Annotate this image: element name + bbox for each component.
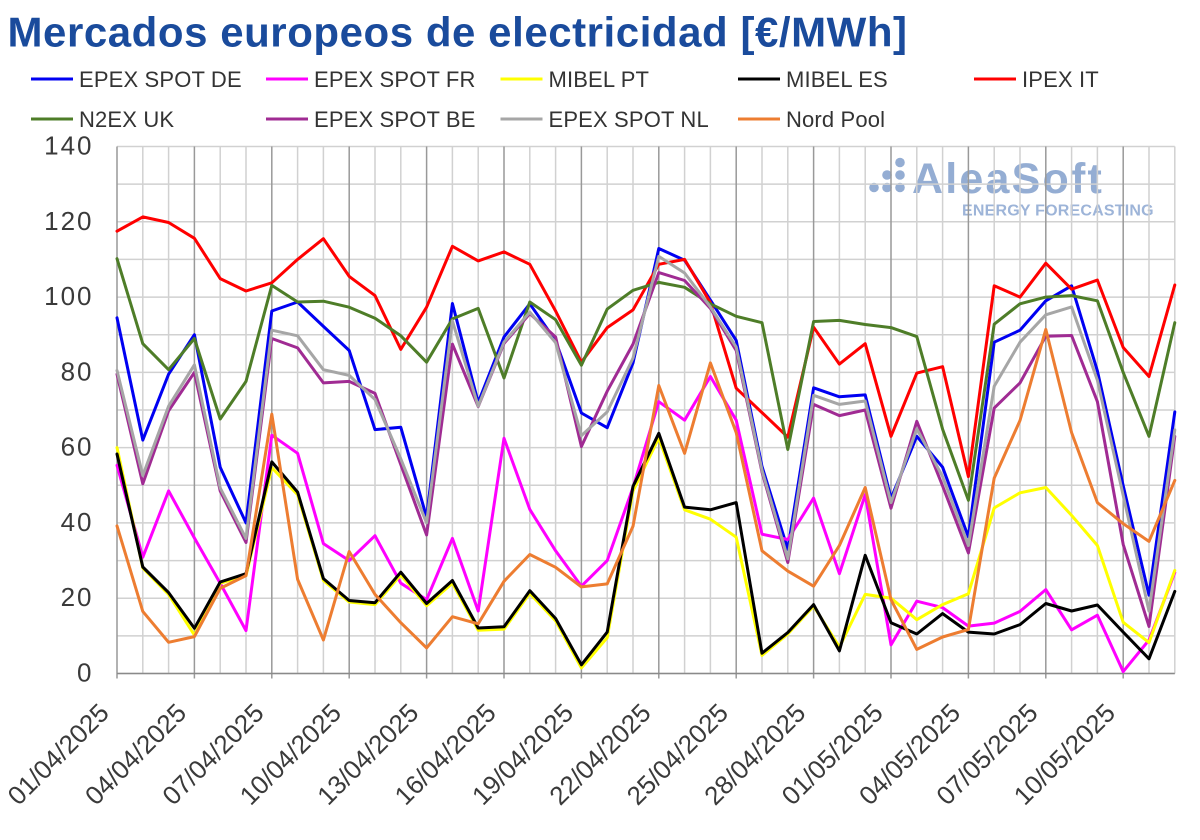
svg-text:EPEX SPOT FR: EPEX SPOT FR bbox=[314, 67, 476, 92]
svg-text:20: 20 bbox=[61, 582, 94, 612]
svg-text:EPEX SPOT DE: EPEX SPOT DE bbox=[79, 67, 242, 92]
svg-text:80: 80 bbox=[61, 356, 94, 386]
svg-text:140: 140 bbox=[44, 131, 93, 161]
svg-text:40: 40 bbox=[61, 507, 94, 537]
svg-text:MIBEL ES: MIBEL ES bbox=[786, 67, 888, 92]
svg-text:EPEX SPOT BE: EPEX SPOT BE bbox=[314, 107, 476, 132]
svg-text:100: 100 bbox=[44, 281, 93, 311]
svg-text:Nord Pool: Nord Pool bbox=[786, 107, 885, 132]
svg-text:N2EX UK: N2EX UK bbox=[79, 107, 174, 132]
svg-text:MIBEL PT: MIBEL PT bbox=[549, 67, 650, 92]
svg-text:AleaSoft: AleaSoft bbox=[912, 155, 1104, 203]
svg-text:Mercados europeos de electrici: Mercados europeos de electricidad [€/MWh… bbox=[8, 8, 908, 55]
svg-text:0: 0 bbox=[77, 658, 93, 688]
svg-text:IPEX IT: IPEX IT bbox=[1022, 67, 1099, 92]
svg-text:ENERGY FORECASTING: ENERGY FORECASTING bbox=[962, 203, 1154, 220]
svg-text:60: 60 bbox=[61, 432, 94, 462]
svg-text:120: 120 bbox=[44, 206, 93, 236]
svg-text:EPEX SPOT NL: EPEX SPOT NL bbox=[549, 107, 709, 132]
